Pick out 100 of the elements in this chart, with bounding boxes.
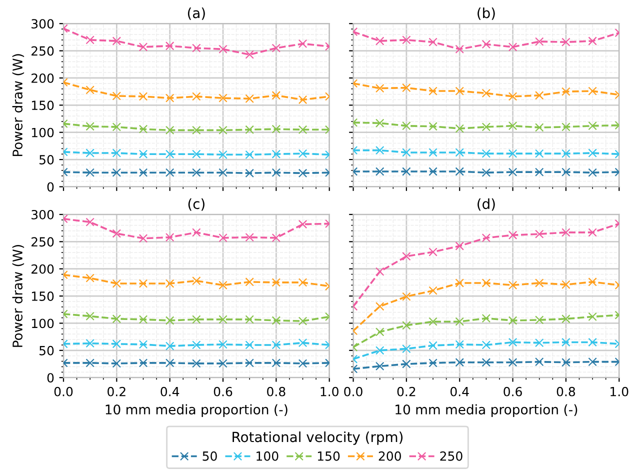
point bbox=[562, 314, 570, 324]
point bbox=[272, 316, 281, 325]
point bbox=[588, 228, 597, 237]
x-axis-title: 10 mm media proportion (-) bbox=[396, 404, 578, 418]
point bbox=[245, 150, 254, 160]
x-tick-label: 0.2 bbox=[108, 386, 126, 396]
point bbox=[192, 92, 201, 101]
point bbox=[402, 344, 411, 354]
point bbox=[508, 280, 518, 290]
point bbox=[375, 362, 384, 371]
point bbox=[534, 123, 544, 132]
point bbox=[245, 315, 254, 324]
point bbox=[298, 278, 308, 287]
point bbox=[428, 358, 438, 368]
point bbox=[298, 168, 308, 178]
y-axis-title: Power draw (W) bbox=[12, 54, 24, 156]
x-tick-label: 0.0 bbox=[344, 386, 362, 396]
point bbox=[112, 314, 122, 324]
chart-title: (c) bbox=[188, 198, 204, 211]
point bbox=[298, 125, 308, 134]
point bbox=[165, 232, 174, 242]
y-axis-title: Power draw (W) bbox=[12, 245, 24, 347]
point bbox=[138, 234, 148, 243]
point bbox=[218, 280, 228, 290]
y-tick-label: 200 bbox=[32, 264, 54, 274]
point bbox=[588, 278, 597, 286]
point bbox=[112, 229, 122, 238]
point bbox=[112, 359, 122, 368]
y-tick-label: 100 bbox=[32, 318, 54, 328]
point bbox=[455, 340, 464, 349]
point bbox=[86, 218, 94, 226]
point bbox=[534, 316, 544, 324]
legend-label: 150 bbox=[318, 451, 340, 461]
point bbox=[192, 340, 201, 350]
x-tick-label: 0.4 bbox=[450, 386, 469, 396]
point bbox=[508, 42, 518, 52]
point bbox=[138, 358, 148, 368]
point bbox=[245, 94, 254, 104]
point bbox=[534, 230, 544, 238]
point bbox=[508, 168, 518, 176]
point bbox=[375, 118, 384, 128]
point bbox=[218, 359, 228, 368]
point bbox=[508, 92, 518, 101]
point bbox=[534, 91, 544, 100]
point bbox=[428, 148, 438, 157]
point bbox=[112, 279, 122, 288]
point bbox=[534, 37, 544, 46]
y-tick-label: 150 bbox=[32, 292, 54, 301]
point bbox=[375, 167, 384, 176]
point bbox=[588, 121, 597, 130]
point bbox=[562, 87, 570, 96]
point bbox=[138, 279, 148, 288]
chart-title: (b) bbox=[478, 7, 495, 20]
point bbox=[165, 168, 174, 177]
point bbox=[165, 42, 174, 50]
point bbox=[298, 39, 308, 48]
point bbox=[482, 88, 491, 98]
point bbox=[272, 233, 281, 242]
point bbox=[375, 267, 384, 276]
point bbox=[245, 358, 254, 368]
y-tick-label: 0 bbox=[47, 373, 54, 383]
point bbox=[534, 149, 544, 158]
point bbox=[428, 167, 438, 176]
x-tick-label: 0.4 bbox=[160, 386, 180, 396]
point bbox=[112, 148, 122, 158]
point bbox=[298, 359, 308, 368]
x-tick-label: 1.0 bbox=[320, 386, 338, 396]
point bbox=[112, 340, 122, 348]
point bbox=[138, 340, 148, 349]
point bbox=[534, 168, 544, 176]
point bbox=[428, 38, 438, 46]
point bbox=[165, 358, 174, 368]
point bbox=[245, 232, 254, 242]
point bbox=[138, 124, 148, 134]
point bbox=[298, 95, 308, 104]
point bbox=[218, 150, 228, 160]
point bbox=[245, 340, 254, 350]
point bbox=[508, 121, 518, 130]
point bbox=[86, 148, 94, 158]
y-tick-label: 100 bbox=[32, 128, 54, 138]
point bbox=[508, 230, 518, 240]
point bbox=[402, 121, 411, 130]
point bbox=[534, 357, 544, 366]
point bbox=[375, 328, 384, 336]
point bbox=[402, 83, 411, 92]
point bbox=[428, 248, 438, 256]
point bbox=[192, 276, 201, 286]
point bbox=[455, 278, 464, 288]
point bbox=[165, 126, 174, 135]
legend-label: 250 bbox=[440, 451, 462, 461]
point bbox=[138, 42, 148, 52]
point bbox=[218, 340, 228, 349]
point bbox=[482, 122, 491, 132]
point bbox=[428, 286, 438, 295]
point bbox=[402, 360, 411, 368]
y-tick-label: 250 bbox=[32, 237, 54, 247]
point bbox=[508, 316, 518, 325]
point bbox=[402, 292, 411, 301]
point bbox=[588, 357, 597, 366]
chart-title: (d) bbox=[478, 198, 495, 211]
